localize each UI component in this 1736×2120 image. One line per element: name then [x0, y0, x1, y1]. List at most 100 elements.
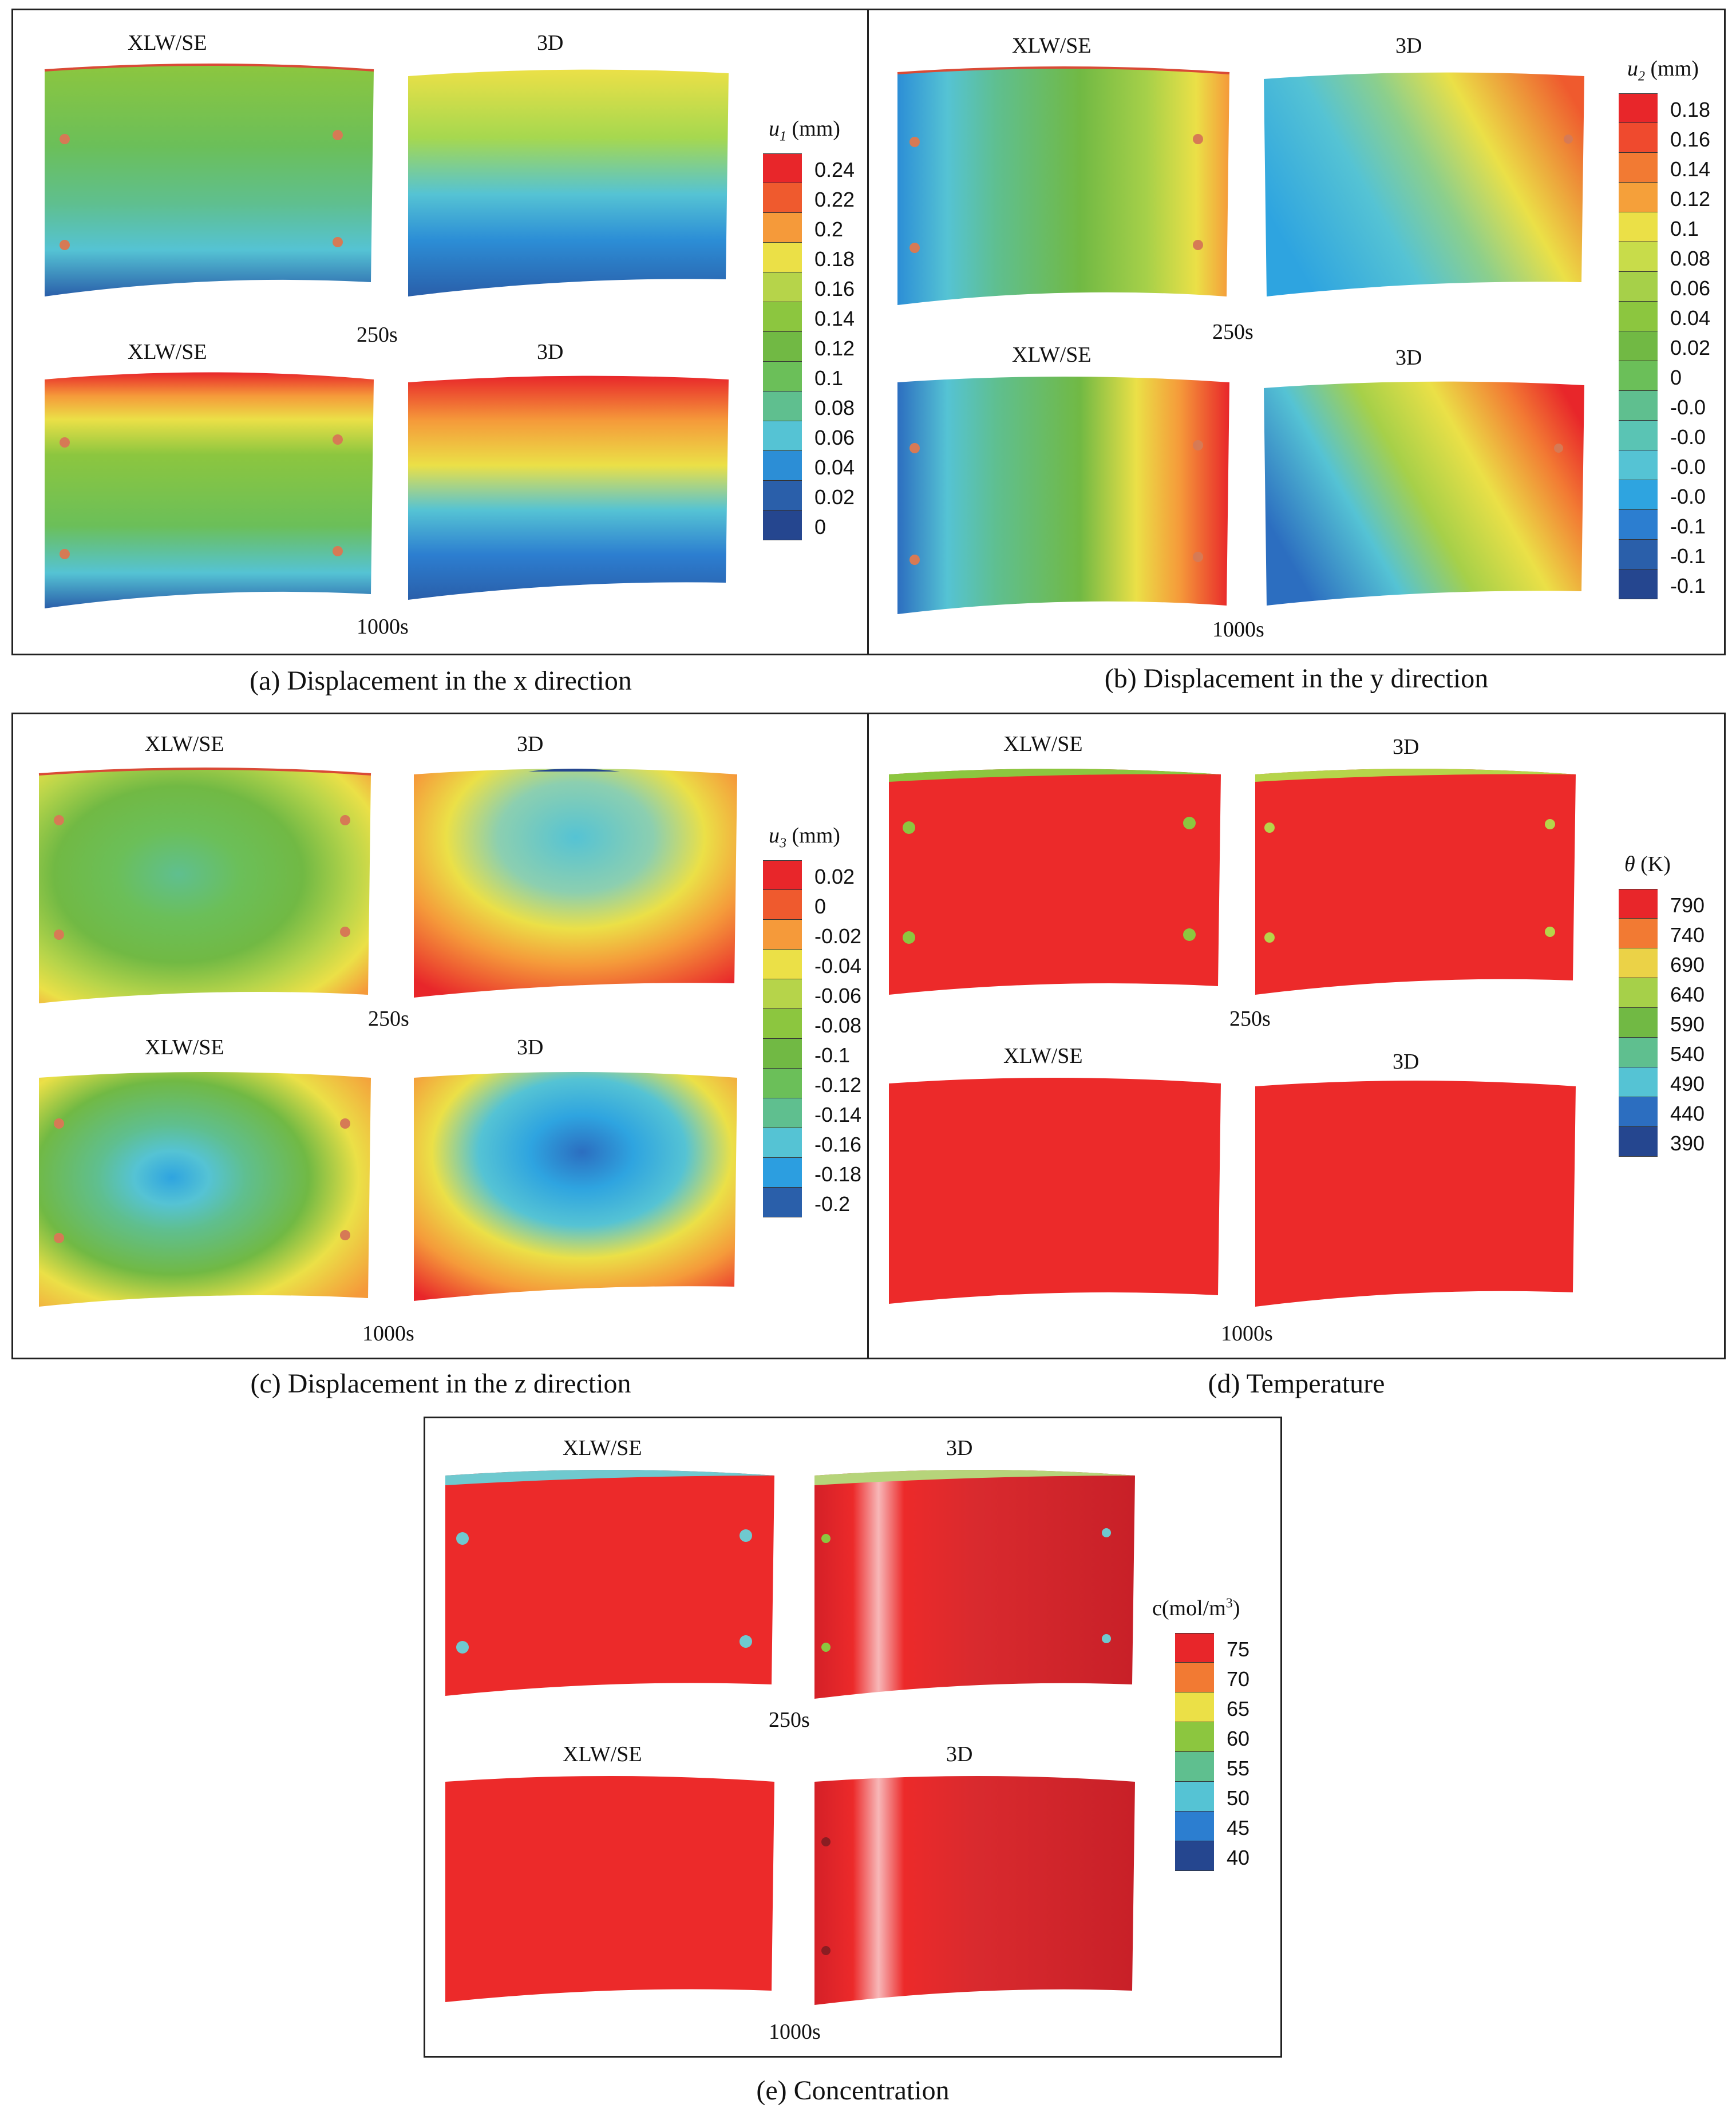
xlw-shell-250s — [38, 768, 371, 1003]
label-xlw-top: XLW/SE — [128, 31, 207, 55]
label-xlw-top: XLW/SE — [563, 1436, 642, 1460]
colorbar-tick-label: -0.1 — [1670, 515, 1706, 538]
colorbar-swatch — [763, 451, 802, 481]
colorbar-swatch — [1619, 1008, 1658, 1038]
label-3d-top: 3D — [517, 732, 544, 756]
colorbar-tick-label: 640 — [1670, 983, 1705, 1006]
colorbar-swatch — [763, 1098, 802, 1128]
colorbar-tick-label: -0.0 — [1670, 395, 1706, 419]
time-250s: 250s — [1212, 320, 1253, 344]
label-3d-bottom: 3D — [946, 1742, 973, 1766]
colorbar-swatch — [763, 511, 802, 540]
colorbar-swatch — [763, 1158, 802, 1188]
colorbar-tick-label: 0.02 — [814, 865, 855, 888]
colorbar-swatch — [1619, 421, 1658, 450]
colorbar-tick-label: 0.24 — [814, 158, 855, 181]
colorbar-swatch — [1619, 391, 1658, 421]
time-1000s: 1000s — [769, 2020, 821, 2044]
colorbar-tick-label: 0.04 — [814, 456, 855, 479]
colorbar-swatch — [763, 890, 802, 920]
colorbar-tick-label: 0.16 — [814, 277, 855, 300]
colorbar-swatch — [763, 860, 802, 890]
colorbar-tick-label: -0.18 — [814, 1162, 862, 1186]
colorbar-tick-label: 70 — [1227, 1667, 1250, 1691]
colorbar-swatch — [1619, 1127, 1658, 1157]
colorbar-swatch — [1619, 153, 1658, 183]
colorbar-swatch — [763, 421, 802, 451]
colorbar-tick-label: -0.02 — [814, 924, 862, 948]
colorbar-tick-label: 440 — [1670, 1102, 1705, 1125]
legend-subscript: 1 — [780, 129, 786, 144]
colorbar-swatch — [1175, 1812, 1214, 1841]
colorbar-swatch — [763, 481, 802, 511]
colorbar-swatch — [1619, 889, 1658, 919]
colorbar-tick-label: 0.18 — [814, 247, 855, 271]
colorbar-swatch — [763, 243, 802, 272]
colorbar-title: u2 (mm) — [1627, 56, 1699, 85]
colorbar-swatch — [1619, 331, 1658, 361]
caption-d: (d) Temperature — [1208, 1368, 1385, 1399]
colorbar-tick-label: 0.12 — [1670, 187, 1711, 211]
colorbar-swatch — [763, 362, 802, 391]
colorbar-title: u1 (mm) — [769, 116, 840, 145]
colorbar-tick-label: 540 — [1670, 1042, 1705, 1066]
panel-b: XLW/SE 3D 250s XLW/SE 3D 1000s u2 (mm) — [867, 9, 1726, 655]
colorbar-swatch — [1619, 480, 1658, 510]
legend-symbol: θ — [1624, 852, 1635, 876]
label-3d-top: 3D — [1393, 735, 1419, 759]
label-3d-bottom: 3D — [537, 340, 564, 364]
colorbar-swatch — [1619, 948, 1658, 978]
label-xlw-bottom: XLW/SE — [145, 1035, 224, 1059]
colorbar-tick-label: -0.1 — [1670, 544, 1706, 568]
legend-symbol: u — [769, 117, 780, 141]
label-3d-bottom: 3D — [1395, 346, 1422, 370]
colorbar-swatch — [763, 979, 802, 1009]
colorbar-tick-label: 0.08 — [814, 396, 855, 420]
label-xlw-top: XLW/SE — [1012, 34, 1092, 58]
colorbar-u1: u1 (mm) 0.24 0.22 0.2 0.18 0.16 0.14 0.12 0.1 0.… — [752, 108, 866, 554]
colorbar-swatch — [1619, 272, 1658, 302]
time-250s: 250s — [368, 1007, 409, 1031]
colorbar-swatch — [1619, 183, 1658, 212]
colorbar-tick-label: -0.14 — [814, 1103, 862, 1126]
label-3d-top: 3D — [537, 31, 564, 55]
colorbar-tick-label: 0 — [814, 515, 827, 539]
legend-symbol: u — [769, 824, 780, 848]
xlw-shell-250s — [897, 66, 1230, 305]
colorbar-title: θ (K) — [1624, 852, 1671, 877]
panel-a: XLW/SE 3D 250s XLW/SE 3D 1000s u1 (mm) 0… — [11, 9, 870, 655]
colorbar-swatch — [763, 332, 802, 362]
legend-subscript: 2 — [1638, 69, 1645, 84]
time-250s: 250s — [769, 1708, 810, 1732]
colorbar-tick-label: -0.0 — [1670, 425, 1706, 449]
colorbar-tick-label: 490 — [1670, 1072, 1705, 1095]
colorbar-u2: u2 (mm) 0.18 0.16 0.14 0.12 0.1 0.08 0.06 0.04 0… — [1610, 50, 1725, 611]
colorbar-swatch — [763, 391, 802, 421]
3d-shell-1000s — [1264, 381, 1584, 606]
legend-unit: (mm) — [1650, 57, 1699, 81]
colorbar-swatch — [763, 920, 802, 950]
time-1000s: 1000s — [1212, 618, 1264, 642]
colorbar-swatch — [1619, 1038, 1658, 1067]
legend-unit: (K) — [1640, 852, 1671, 876]
colorbar-tick-label: 0.22 — [814, 188, 855, 211]
label-xlw-bottom: XLW/SE — [563, 1742, 642, 1766]
colorbar-tick-label: -0.12 — [814, 1073, 862, 1097]
colorbar-swatch — [1175, 1722, 1214, 1752]
colorbar-swatch — [763, 1128, 802, 1158]
colorbar-tick-label: -0.08 — [814, 1014, 862, 1037]
colorbar-tick-label: 0.14 — [814, 307, 855, 330]
3d-shell-250s — [1255, 769, 1576, 995]
colorbar-swatch — [1619, 361, 1658, 391]
colorbar-u3: u3 (mm) 0.02 0 -0.02 -0.04 -0.06 -0.08 -0.1 -0.… — [752, 823, 866, 1247]
colorbar-tick-label: 55 — [1227, 1757, 1250, 1780]
3d-shell-1000s — [814, 1776, 1135, 2005]
colorbar-title: c(mol/m3) — [1152, 1596, 1240, 1621]
xlw-shell-1000s — [889, 1078, 1221, 1304]
colorbar-swatch — [763, 1009, 802, 1039]
colorbar-swatch — [1175, 1752, 1214, 1782]
colorbar-swatch — [1619, 1097, 1658, 1127]
legend-subscript: 3 — [780, 836, 786, 851]
colorbar-tick-label: -0.2 — [814, 1192, 851, 1216]
colorbar-tick-label: -0.16 — [814, 1133, 862, 1156]
